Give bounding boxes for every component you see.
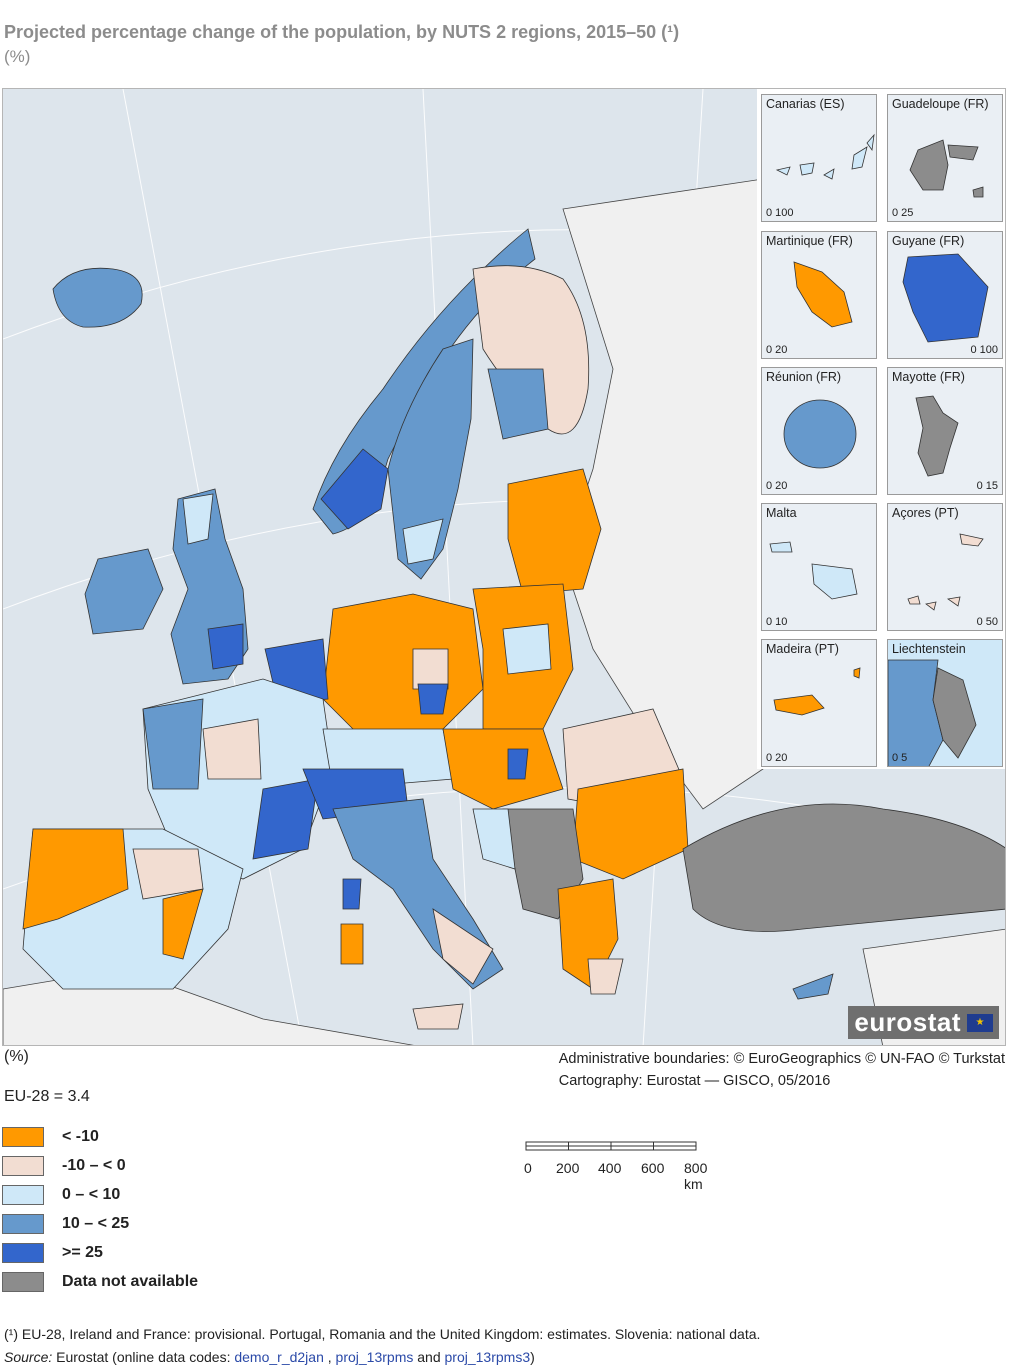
eu-average: EU-28 = 3.4	[4, 1088, 90, 1106]
source-link-proj[interactable]: proj_13rpms	[336, 1349, 414, 1365]
inset-mayotte: Mayotte (FR) 0 15	[887, 367, 1003, 495]
map-frame: Canarias (ES) 0 100 Guadeloupe (FR) 0 25…	[2, 88, 1006, 1046]
inset-martinique: Martinique (FR) 0 20	[761, 231, 877, 359]
credits: Administrative boundaries: © EuroGeograp…	[559, 1048, 1005, 1092]
inset-madeira-label: Madeira (PT)	[766, 642, 839, 656]
source-label: Source:	[4, 1349, 52, 1365]
cyprus-region	[793, 974, 833, 999]
inset-martinique-label: Martinique (FR)	[766, 234, 853, 248]
legend-item: -10 – < 0	[2, 1151, 198, 1180]
inset-acores: Açores (PT) 0 50	[887, 503, 1003, 631]
eurostat-logo: eurostat ★	[848, 1006, 999, 1039]
credits-cartography: Cartography: Eurostat — GISCO, 05/2016	[559, 1070, 1005, 1092]
inset-guyane-label: Guyane (FR)	[892, 234, 964, 248]
inset-acores-scale: 0 50	[977, 616, 998, 628]
inset-guadeloupe-scale: 0 25	[892, 207, 913, 219]
insets-panel: Canarias (ES) 0 100 Guadeloupe (FR) 0 25…	[757, 89, 1006, 769]
inset-madeira: Madeira (PT) 0 20	[761, 639, 877, 767]
inset-guadeloupe-label: Guadeloupe (FR)	[892, 97, 989, 111]
inset-guadeloupe: Guadeloupe (FR) 0 25	[887, 94, 1003, 222]
source-text: Eurostat (online data codes:	[52, 1349, 234, 1365]
inset-mayotte-label: Mayotte (FR)	[892, 370, 965, 384]
legend-label: >= 25	[62, 1244, 103, 1262]
inset-canarias-scale: 0 100	[766, 207, 794, 219]
hungary-regions	[443, 729, 563, 809]
inset-canarias-label: Canarias (ES)	[766, 97, 845, 111]
inset-liechtenstein-label: Liechtenstein	[892, 642, 966, 656]
legend-item: 10 – < 25	[2, 1209, 198, 1238]
source-line: Source: Eurostat (online data codes: dem…	[4, 1349, 535, 1365]
legend-label: < -10	[62, 1128, 99, 1146]
eurostat-logo-text: eurostat	[854, 1007, 961, 1038]
turkey-no-data	[683, 804, 1006, 932]
legend-swatch	[2, 1214, 44, 1234]
legend-swatch	[2, 1156, 44, 1176]
inset-canarias: Canarias (ES) 0 100	[761, 94, 877, 222]
inset-madeira-scale: 0 20	[766, 752, 787, 764]
source-link-proj3[interactable]: proj_13rpms3	[445, 1349, 531, 1365]
legend-swatch	[2, 1272, 44, 1292]
map-title: Projected percentage change of the popul…	[4, 22, 679, 43]
inset-guyane: Guyane (FR) 0 100	[887, 231, 1003, 359]
legend-swatch	[2, 1185, 44, 1205]
legend: < -10 -10 – < 0 0 – < 10 10 – < 25 >= 25…	[2, 1122, 198, 1296]
source-link-demo[interactable]: demo_r_d2jan	[234, 1349, 324, 1365]
scale-label: 200	[556, 1160, 579, 1176]
source-end: )	[530, 1349, 535, 1365]
source-sep: and	[413, 1349, 444, 1365]
inset-mayotte-scale: 0 15	[977, 480, 998, 492]
eu-flag-icon: ★	[967, 1014, 993, 1032]
legend-swatch	[2, 1243, 44, 1263]
germany-regions	[323, 594, 483, 739]
inset-reunion-scale: 0 20	[766, 480, 787, 492]
scale-label: 800 km	[684, 1160, 714, 1192]
scale-label: 0	[524, 1160, 532, 1176]
scale-bar: 0 200 400 600 800 km	[524, 1140, 714, 1190]
legend-item: >= 25	[2, 1238, 198, 1267]
inset-reunion: Réunion (FR) 0 20	[761, 367, 877, 495]
map-subtitle: (%)	[4, 47, 30, 67]
inset-malta-label: Malta	[766, 506, 797, 520]
inset-malta: Malta 0 10	[761, 503, 877, 631]
legend-item: Data not available	[2, 1267, 198, 1296]
inset-guyane-scale: 0 100	[970, 344, 998, 356]
iceland-region	[53, 268, 142, 327]
scale-label: 600	[641, 1160, 664, 1176]
baltic-regions	[508, 469, 601, 594]
ireland-regions	[85, 549, 163, 634]
footnote: (¹) EU-28, Ireland and France: provision…	[4, 1326, 760, 1342]
legend-label: 0 – < 10	[62, 1186, 120, 1204]
inset-martinique-scale: 0 20	[766, 344, 787, 356]
legend-label: 10 – < 25	[62, 1215, 129, 1233]
inset-malta-scale: 0 10	[766, 616, 787, 628]
scale-label: 400	[598, 1160, 621, 1176]
legend-item: 0 – < 10	[2, 1180, 198, 1209]
inset-acores-label: Açores (PT)	[892, 506, 959, 520]
credits-boundaries: Administrative boundaries: © EuroGeograp…	[559, 1048, 1005, 1070]
inset-liechtenstein-scale: 0 5	[892, 752, 907, 764]
legend-item: < -10	[2, 1122, 198, 1151]
legend-unit: (%)	[4, 1048, 29, 1066]
inset-liechtenstein: Liechtenstein 0 5	[887, 639, 1003, 767]
inset-reunion-label: Réunion (FR)	[766, 370, 841, 384]
legend-label: -10 – < 0	[62, 1157, 126, 1175]
source-sep: ,	[324, 1349, 336, 1365]
legend-label: Data not available	[62, 1273, 198, 1291]
legend-swatch	[2, 1127, 44, 1147]
